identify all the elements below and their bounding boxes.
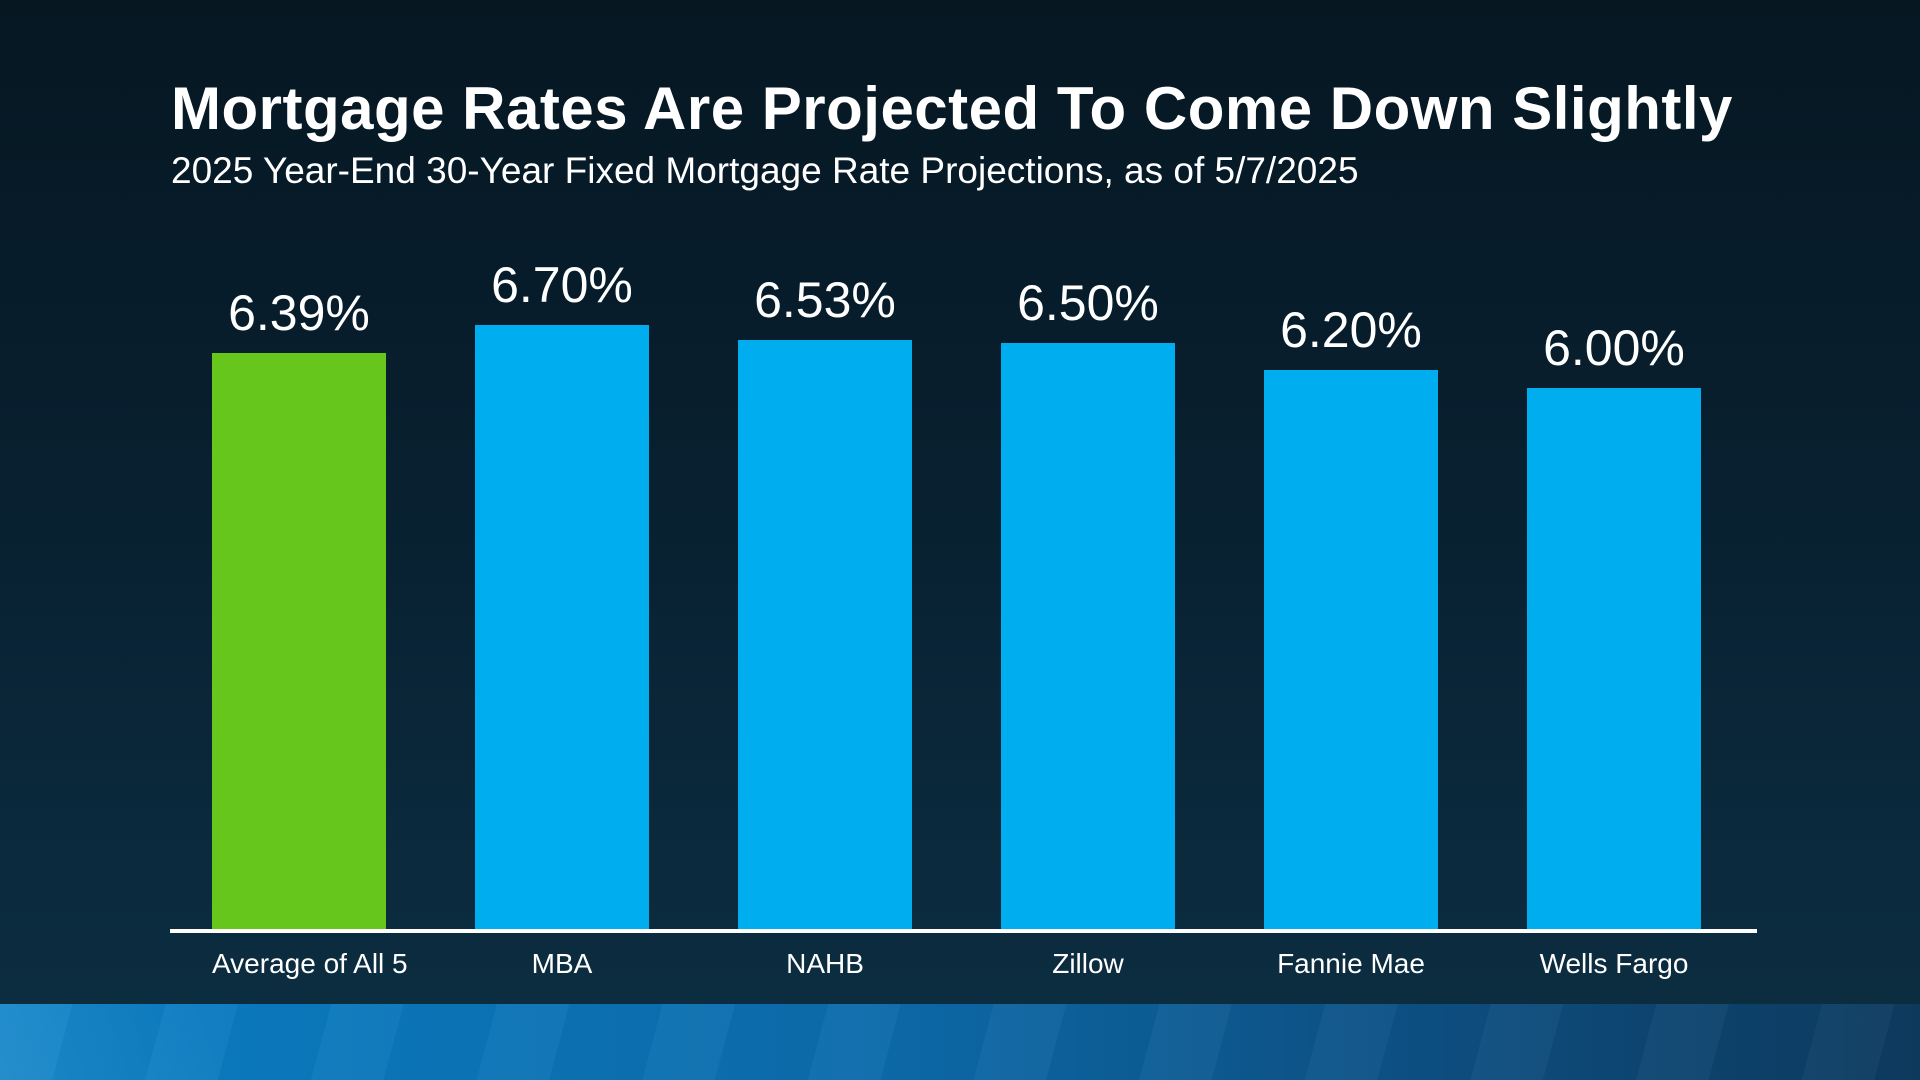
bar-value-label: 6.53%	[754, 272, 896, 328]
bar-value-label: 6.39%	[228, 285, 370, 341]
bar-column: 6.50%	[1001, 276, 1175, 930]
category-label: Average of All 5	[212, 948, 408, 979]
bar-column: 6.20%	[1264, 303, 1438, 930]
bar	[738, 340, 912, 930]
bar-value-label: 6.70%	[491, 257, 633, 313]
x-axis-baseline	[170, 929, 1757, 933]
chart-title: Mortgage Rates Are Projected To Come Dow…	[171, 75, 1733, 142]
bar-value-label: 6.00%	[1543, 320, 1685, 376]
bar	[475, 325, 649, 930]
chart-subtitle: 2025 Year-End 30-Year Fixed Mortgage Rat…	[171, 150, 1359, 191]
bar-column: 6.70%	[475, 258, 649, 930]
bar-column: 6.53%	[738, 273, 912, 930]
bar	[1001, 343, 1175, 930]
footer-accent-band	[0, 1004, 1920, 1080]
bar-column: 6.39%	[212, 286, 386, 930]
category-labels-row: Average of All 5 MBA NAHB Zillow Fannie …	[212, 948, 1701, 980]
bar	[1527, 388, 1701, 930]
bar-chart: 6.39% 6.70% 6.53% 6.50% 6.20% 6.00%	[212, 258, 1701, 930]
bar-column: 6.00%	[1527, 321, 1701, 930]
category-label: Wells Fargo	[1539, 948, 1689, 979]
category-label: Zillow	[1052, 948, 1124, 979]
bar	[212, 353, 386, 930]
category-label: MBA	[531, 948, 593, 979]
bar	[1264, 370, 1438, 930]
bar-value-label: 6.20%	[1280, 302, 1422, 358]
bar-value-label: 6.50%	[1017, 275, 1159, 331]
category-label: Fannie Mae	[1277, 948, 1425, 979]
category-label: NAHB	[786, 948, 864, 979]
